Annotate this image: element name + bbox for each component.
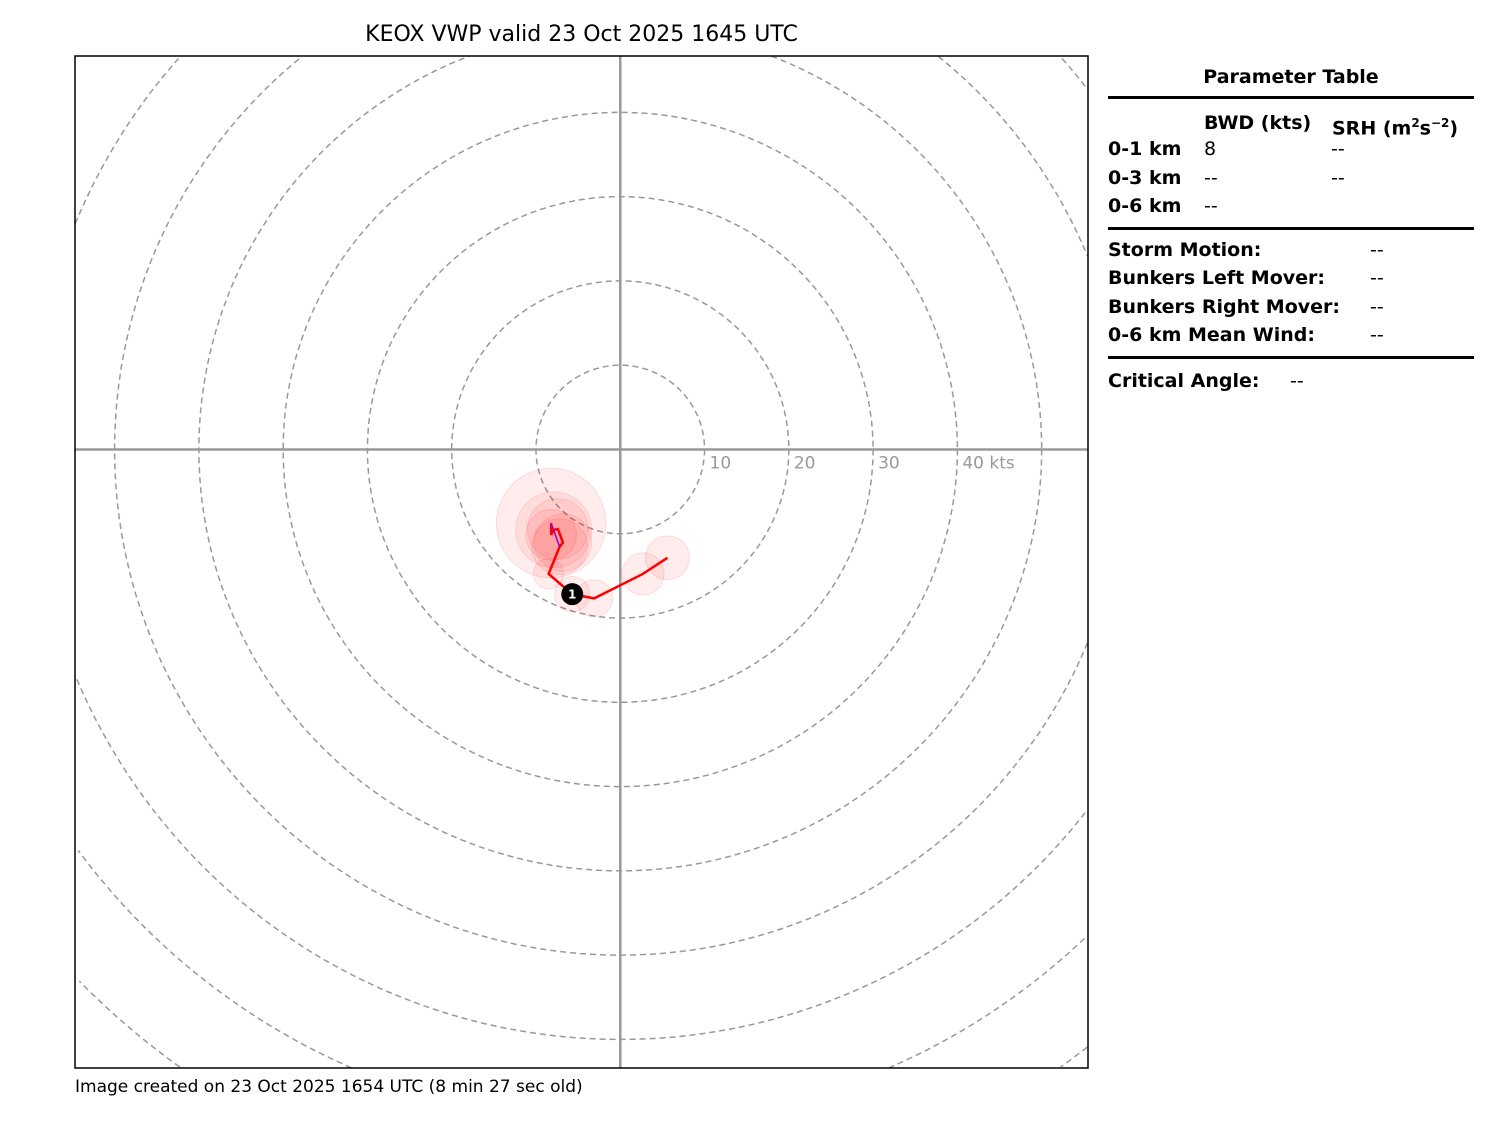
ring-label: 30 bbox=[878, 453, 900, 473]
motion-row: Bunkers Left Mover: -- bbox=[1108, 264, 1474, 293]
motion-row: 0-6 km Mean Wind: -- bbox=[1108, 321, 1474, 350]
speed-ring bbox=[198, 55, 1043, 872]
critical-angle-label: Critical Angle: bbox=[1108, 369, 1260, 392]
divider bbox=[1108, 355, 1474, 359]
motion-row: Storm Motion: -- bbox=[1108, 236, 1474, 265]
motion-label: Storm Motion: bbox=[1108, 238, 1262, 261]
motion-value: -- bbox=[1370, 295, 1384, 318]
srh-value: -- bbox=[1331, 166, 1345, 189]
table-title: Parameter Table bbox=[1108, 66, 1474, 99]
bwd-value: -- bbox=[1204, 166, 1218, 189]
bwd-value: -- bbox=[1204, 195, 1218, 217]
motion-row: Bunkers Right Mover: -- bbox=[1108, 293, 1474, 322]
shear-vector-line bbox=[550, 522, 561, 548]
col-bwd-header: BWD (kts) bbox=[1204, 112, 1312, 134]
ring-label: 40 kts bbox=[962, 453, 1015, 473]
speed-ring bbox=[282, 111, 959, 788]
height-marker-label: 1 bbox=[568, 588, 576, 602]
ring-label: 20 bbox=[794, 453, 816, 473]
speed-ring bbox=[366, 195, 874, 704]
chart-title: KEOX VWP valid 23 Oct 2025 1645 UTC bbox=[365, 22, 798, 47]
height-marker bbox=[561, 583, 584, 606]
motion-value: -- bbox=[1370, 238, 1384, 261]
table-row: 0-6 km -- bbox=[1108, 192, 1474, 221]
speed-ring bbox=[74, 58, 1086, 1041]
motion-value: -- bbox=[1370, 267, 1384, 289]
speed-ring bbox=[450, 280, 790, 619]
divider bbox=[1108, 226, 1474, 230]
row-label: 0-1 km bbox=[1108, 138, 1182, 160]
bwd-value: 8 bbox=[1204, 138, 1217, 160]
col-srh-header: SRH (m2s−2) bbox=[1332, 116, 1459, 140]
motion-label: Bunkers Right Mover: bbox=[1108, 295, 1341, 318]
srh-value: -- bbox=[1331, 138, 1345, 160]
plot-frame bbox=[74, 55, 1089, 1069]
ring-label: 10 bbox=[710, 453, 732, 473]
critical-angle-value: -- bbox=[1290, 369, 1304, 392]
speed-ring bbox=[77, 850, 1085, 1069]
footer-timestamp: Image created on 23 Oct 2025 1654 UTC (8… bbox=[75, 1077, 583, 1097]
motion-label: 0-6 km Mean Wind: bbox=[1108, 324, 1315, 346]
speed-ring bbox=[535, 364, 706, 535]
table-row: 0-1 km 8 -- bbox=[1108, 135, 1474, 164]
motion-value: -- bbox=[1370, 324, 1384, 346]
row-label: 0-6 km bbox=[1108, 195, 1182, 217]
hodograph-plot: 10 20 30 40 kts 1 bbox=[74, 55, 1089, 1069]
table-row: 0-3 km -- -- bbox=[1108, 164, 1474, 193]
parameter-table: Parameter Table BWD (kts) SRH (m2s−2) 0-… bbox=[1108, 66, 1474, 395]
motion-label: Bunkers Left Mover: bbox=[1108, 267, 1325, 289]
speed-ring bbox=[113, 55, 1089, 956]
row-label: 0-3 km bbox=[1108, 166, 1182, 189]
speed-ring bbox=[78, 980, 1088, 1068]
